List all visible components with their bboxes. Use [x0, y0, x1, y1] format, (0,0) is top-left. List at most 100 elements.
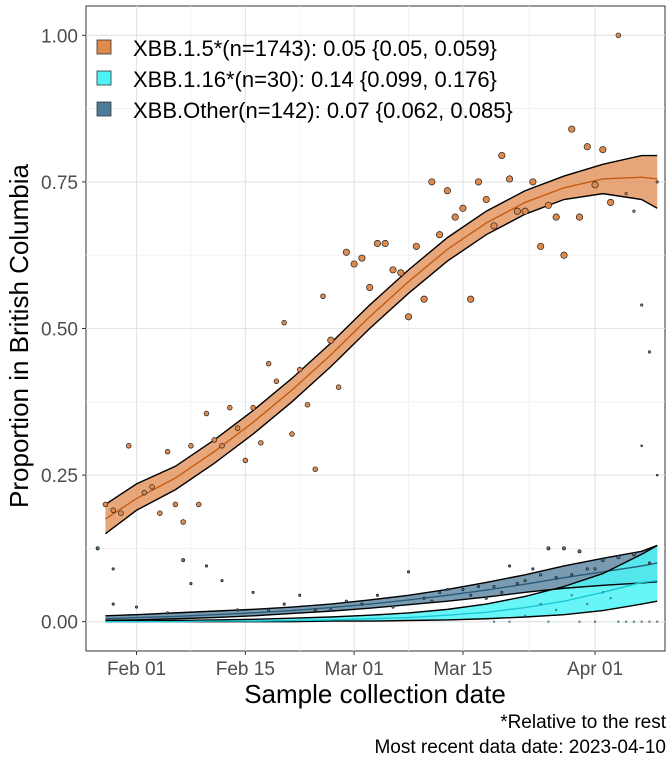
point-series-2: [577, 549, 582, 554]
ribbon-lower-edge: [105, 192, 658, 535]
point-series-0: [234, 425, 241, 431]
point-series-2: [422, 596, 426, 600]
point-series-1: [656, 620, 659, 623]
point-series-0: [459, 204, 467, 212]
point-series-0: [242, 457, 249, 464]
point-series-2: [640, 444, 643, 448]
point-series-2: [585, 567, 589, 571]
point-series-0: [195, 501, 202, 508]
point-series-0: [544, 201, 552, 209]
point-series-2: [508, 564, 512, 568]
ribbon-lower-edge: [105, 581, 658, 622]
point-series-0: [312, 466, 319, 472]
point-series-1: [648, 620, 651, 623]
point-series-0: [506, 175, 514, 183]
point-series-2: [500, 590, 504, 594]
point-series-0: [404, 313, 413, 321]
point-series-0: [273, 378, 280, 385]
fit-line-series-2: [105, 562, 658, 620]
point-series-0: [490, 222, 498, 230]
point-series-0: [141, 489, 148, 496]
point-series-0: [624, 192, 628, 196]
point-series-0: [482, 195, 490, 204]
point-series-0: [188, 443, 194, 449]
point-series-0: [149, 484, 155, 490]
point-series-2: [647, 561, 652, 565]
y-axis-label: Proportion in British Columbia: [4, 164, 34, 508]
point-series-1: [586, 602, 589, 606]
fit-lines: [105, 154, 658, 623]
x-axis-label: Sample collection date: [244, 679, 506, 709]
point-series-0: [281, 319, 287, 326]
x-tick-label: Mar 15: [433, 659, 492, 680]
point-series-1: [539, 602, 542, 606]
point-series-2: [484, 596, 488, 600]
point-series-0: [327, 336, 335, 344]
point-series-0: [529, 178, 537, 186]
point-series-2: [204, 564, 209, 568]
point-series-0: [640, 303, 644, 307]
point-series-2: [344, 599, 348, 603]
point-series-2: [445, 587, 449, 591]
point-series-0: [552, 213, 560, 221]
point-series-0: [335, 384, 342, 390]
axes: 0.00 0.25 0.50 0.75 1.00 Feb 01 Feb 15 Mar 01 Ma…: [41, 26, 623, 680]
point-series-0: [467, 295, 475, 303]
y-tick-label: 0.00: [41, 613, 78, 634]
point-series-0: [118, 510, 124, 516]
point-series-2: [492, 584, 496, 589]
point-series-2: [282, 602, 286, 606]
ribbon-series-1: [105, 545, 658, 622]
point-series-2: [631, 552, 636, 557]
point-series-2: [616, 555, 621, 560]
point-series-1: [547, 620, 550, 623]
point-series-0: [451, 213, 459, 221]
point-series-0: [513, 207, 521, 215]
x-tick-label: Apr 01: [567, 659, 623, 680]
point-series-2: [391, 605, 395, 609]
point-series-0: [125, 443, 132, 449]
legend: XBB.1.5*(n=1743): 0.05 {0.05, 0.059} XBB.…: [96, 36, 513, 123]
y-tick-label: 0.75: [41, 173, 78, 194]
point-series-2: [267, 608, 271, 612]
point-series-0: [219, 443, 225, 449]
point-series-2: [111, 567, 115, 571]
legend-label-2: XBB.Other(n=142): 0.07 {0.062, 0.085}: [133, 98, 513, 123]
point-series-0: [373, 239, 381, 248]
point-series-2: [655, 473, 659, 477]
point-series-0: [203, 410, 210, 417]
point-series-0: [172, 501, 179, 508]
legend-key-0: [96, 39, 112, 55]
point-series-0: [474, 178, 483, 186]
ribbon-upper-edge: [105, 154, 658, 505]
point-series-2: [181, 558, 186, 563]
point-series-2: [111, 602, 115, 606]
point-series-0: [655, 180, 659, 184]
point-series-0: [381, 239, 389, 248]
point-series-1: [578, 620, 581, 623]
point-series-2: [298, 593, 302, 597]
ribbon-upper-edge: [105, 544, 658, 617]
point-series-0: [591, 181, 599, 189]
point-series-2: [166, 611, 170, 615]
point-series-2: [539, 573, 543, 577]
point-series-0: [289, 431, 295, 437]
ribbon-upper-edge: [105, 544, 658, 622]
point-series-2: [360, 602, 364, 606]
point-series-0: [521, 207, 529, 215]
point-series-2: [251, 590, 255, 594]
legend-key-2: [96, 101, 112, 117]
point-series-0: [350, 260, 358, 268]
point-series-0: [428, 178, 436, 186]
legend-key-1: [96, 70, 112, 86]
point-series-2: [570, 573, 574, 577]
point-series-0: [412, 242, 420, 250]
point-series-0: [320, 293, 326, 300]
caption-relative: *Relative to the rest: [500, 712, 666, 733]
point-series-0: [647, 350, 652, 354]
point-series-0: [632, 209, 636, 213]
point-series-2: [375, 593, 379, 597]
point-series-1: [492, 620, 496, 623]
point-series-0: [342, 248, 350, 256]
point-series-2: [600, 558, 605, 563]
